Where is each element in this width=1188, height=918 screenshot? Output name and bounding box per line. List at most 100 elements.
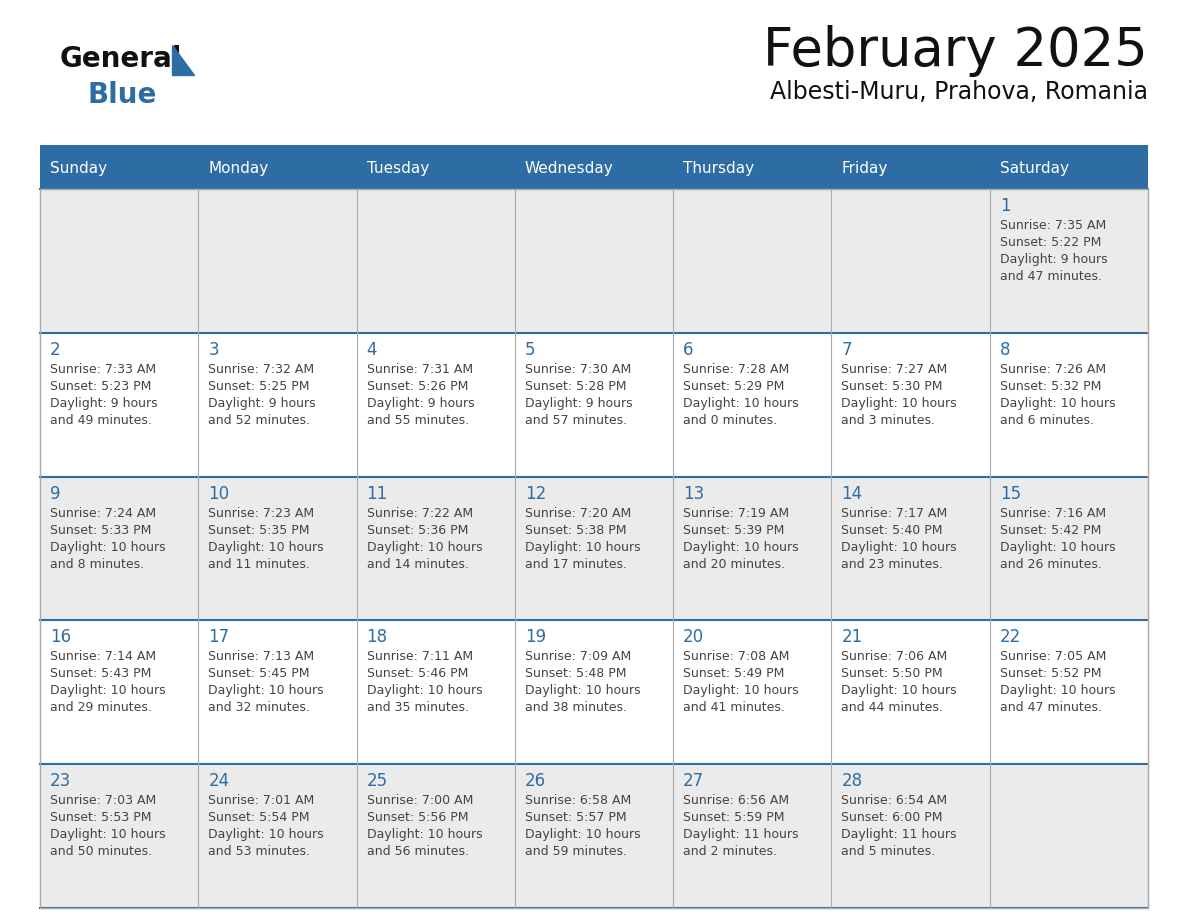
Text: 10: 10	[208, 485, 229, 502]
Text: Tuesday: Tuesday	[367, 162, 429, 176]
Text: and 52 minutes.: and 52 minutes.	[208, 414, 310, 427]
Bar	[40, 149, 1148, 189]
Text: and 56 minutes.: and 56 minutes.	[367, 845, 468, 858]
Text: 22: 22	[1000, 629, 1020, 646]
Text: Sunset: 6:00 PM: Sunset: 6:00 PM	[841, 812, 943, 824]
Text: Albesti-Muru, Prahova, Romania: Albesti-Muru, Prahova, Romania	[770, 80, 1148, 104]
Bar	[40, 145, 1148, 149]
Text: Sunrise: 7:11 AM: Sunrise: 7:11 AM	[367, 650, 473, 664]
Text: Sunrise: 7:01 AM: Sunrise: 7:01 AM	[208, 794, 315, 807]
Text: 23: 23	[50, 772, 71, 790]
Text: 17: 17	[208, 629, 229, 646]
Text: 16: 16	[50, 629, 71, 646]
Text: 5: 5	[525, 341, 536, 359]
Text: Sunrise: 7:14 AM: Sunrise: 7:14 AM	[50, 650, 156, 664]
Text: Sunset: 5:39 PM: Sunset: 5:39 PM	[683, 523, 784, 537]
Text: Sunrise: 7:31 AM: Sunrise: 7:31 AM	[367, 363, 473, 375]
Text: Sunset: 5:52 PM: Sunset: 5:52 PM	[1000, 667, 1101, 680]
Text: Sunset: 5:59 PM: Sunset: 5:59 PM	[683, 812, 784, 824]
Text: Sunset: 5:45 PM: Sunset: 5:45 PM	[208, 667, 310, 680]
Text: 2: 2	[50, 341, 61, 359]
Text: Sunset: 5:26 PM: Sunset: 5:26 PM	[367, 380, 468, 393]
Text: 26: 26	[525, 772, 546, 790]
Text: Daylight: 10 hours: Daylight: 10 hours	[683, 397, 798, 409]
Text: Sunset: 5:53 PM: Sunset: 5:53 PM	[50, 812, 152, 824]
Text: and 55 minutes.: and 55 minutes.	[367, 414, 469, 427]
Text: and 2 minutes.: and 2 minutes.	[683, 845, 777, 858]
Text: and 5 minutes.: and 5 minutes.	[841, 845, 936, 858]
Text: Sunrise: 7:33 AM: Sunrise: 7:33 AM	[50, 363, 156, 375]
Text: Daylight: 10 hours: Daylight: 10 hours	[208, 828, 324, 841]
Text: and 23 minutes.: and 23 minutes.	[841, 557, 943, 571]
Text: 25: 25	[367, 772, 387, 790]
Bar	[40, 189, 1148, 908]
Text: Sunrise: 7:24 AM: Sunrise: 7:24 AM	[50, 507, 156, 520]
Text: Sunrise: 7:16 AM: Sunrise: 7:16 AM	[1000, 507, 1106, 520]
Text: Sunset: 5:30 PM: Sunset: 5:30 PM	[841, 380, 943, 393]
Text: Saturday: Saturday	[1000, 162, 1069, 176]
Text: and 26 minutes.: and 26 minutes.	[1000, 557, 1101, 571]
Text: Sunset: 5:28 PM: Sunset: 5:28 PM	[525, 380, 626, 393]
Text: Daylight: 10 hours: Daylight: 10 hours	[841, 541, 958, 554]
Text: 20: 20	[683, 629, 704, 646]
Text: Daylight: 9 hours: Daylight: 9 hours	[525, 397, 632, 409]
Text: Sunset: 5:54 PM: Sunset: 5:54 PM	[208, 812, 310, 824]
Text: and 3 minutes.: and 3 minutes.	[841, 414, 935, 427]
Text: 27: 27	[683, 772, 704, 790]
Bar	[40, 333, 1148, 476]
Text: Sunrise: 6:58 AM: Sunrise: 6:58 AM	[525, 794, 631, 807]
Text: 24: 24	[208, 772, 229, 790]
Text: Sunrise: 7:30 AM: Sunrise: 7:30 AM	[525, 363, 631, 375]
Text: Daylight: 10 hours: Daylight: 10 hours	[50, 685, 165, 698]
Text: Sunset: 5:32 PM: Sunset: 5:32 PM	[1000, 380, 1101, 393]
Text: Sunrise: 7:03 AM: Sunrise: 7:03 AM	[50, 794, 157, 807]
Bar	[40, 189, 1148, 333]
Text: 28: 28	[841, 772, 862, 790]
Text: Daylight: 10 hours: Daylight: 10 hours	[50, 828, 165, 841]
Text: 13: 13	[683, 485, 704, 502]
Text: and 32 minutes.: and 32 minutes.	[208, 701, 310, 714]
Text: Daylight: 10 hours: Daylight: 10 hours	[1000, 685, 1116, 698]
Polygon shape	[172, 45, 194, 75]
Text: 18: 18	[367, 629, 387, 646]
Text: Daylight: 10 hours: Daylight: 10 hours	[367, 685, 482, 698]
Text: Daylight: 9 hours: Daylight: 9 hours	[1000, 253, 1107, 266]
Text: and 6 minutes.: and 6 minutes.	[1000, 414, 1094, 427]
Text: Sunrise: 7:13 AM: Sunrise: 7:13 AM	[208, 650, 315, 664]
Text: Daylight: 9 hours: Daylight: 9 hours	[367, 397, 474, 409]
Text: and 47 minutes.: and 47 minutes.	[1000, 270, 1101, 283]
Text: Friday: Friday	[841, 162, 887, 176]
Text: 1: 1	[1000, 197, 1010, 215]
Text: 8: 8	[1000, 341, 1010, 359]
Text: 19: 19	[525, 629, 546, 646]
Text: and 44 minutes.: and 44 minutes.	[841, 701, 943, 714]
Text: 4: 4	[367, 341, 377, 359]
Text: Daylight: 10 hours: Daylight: 10 hours	[525, 541, 640, 554]
Text: Sunset: 5:29 PM: Sunset: 5:29 PM	[683, 380, 784, 393]
Text: Sunset: 5:50 PM: Sunset: 5:50 PM	[841, 667, 943, 680]
Text: Sunset: 5:42 PM: Sunset: 5:42 PM	[1000, 523, 1101, 537]
Text: Sunrise: 7:00 AM: Sunrise: 7:00 AM	[367, 794, 473, 807]
Text: Sunset: 5:25 PM: Sunset: 5:25 PM	[208, 380, 310, 393]
Text: and 38 minutes.: and 38 minutes.	[525, 701, 627, 714]
Text: Wednesday: Wednesday	[525, 162, 614, 176]
Text: and 17 minutes.: and 17 minutes.	[525, 557, 627, 571]
Text: Monday: Monday	[208, 162, 268, 176]
Text: Sunrise: 6:56 AM: Sunrise: 6:56 AM	[683, 794, 789, 807]
Text: Daylight: 10 hours: Daylight: 10 hours	[367, 828, 482, 841]
Text: Sunrise: 7:17 AM: Sunrise: 7:17 AM	[841, 507, 948, 520]
Text: Sunrise: 7:32 AM: Sunrise: 7:32 AM	[208, 363, 315, 375]
Text: 12: 12	[525, 485, 546, 502]
Text: 3: 3	[208, 341, 219, 359]
Text: Sunrise: 7:19 AM: Sunrise: 7:19 AM	[683, 507, 789, 520]
Text: and 50 minutes.: and 50 minutes.	[50, 845, 152, 858]
Bar	[40, 476, 1148, 621]
Text: 21: 21	[841, 629, 862, 646]
Text: and 59 minutes.: and 59 minutes.	[525, 845, 627, 858]
Text: Sunrise: 7:27 AM: Sunrise: 7:27 AM	[841, 363, 948, 375]
Text: and 47 minutes.: and 47 minutes.	[1000, 701, 1101, 714]
Text: 15: 15	[1000, 485, 1020, 502]
Text: Sunrise: 7:22 AM: Sunrise: 7:22 AM	[367, 507, 473, 520]
Text: Daylight: 10 hours: Daylight: 10 hours	[1000, 541, 1116, 554]
Text: Daylight: 10 hours: Daylight: 10 hours	[208, 541, 324, 554]
